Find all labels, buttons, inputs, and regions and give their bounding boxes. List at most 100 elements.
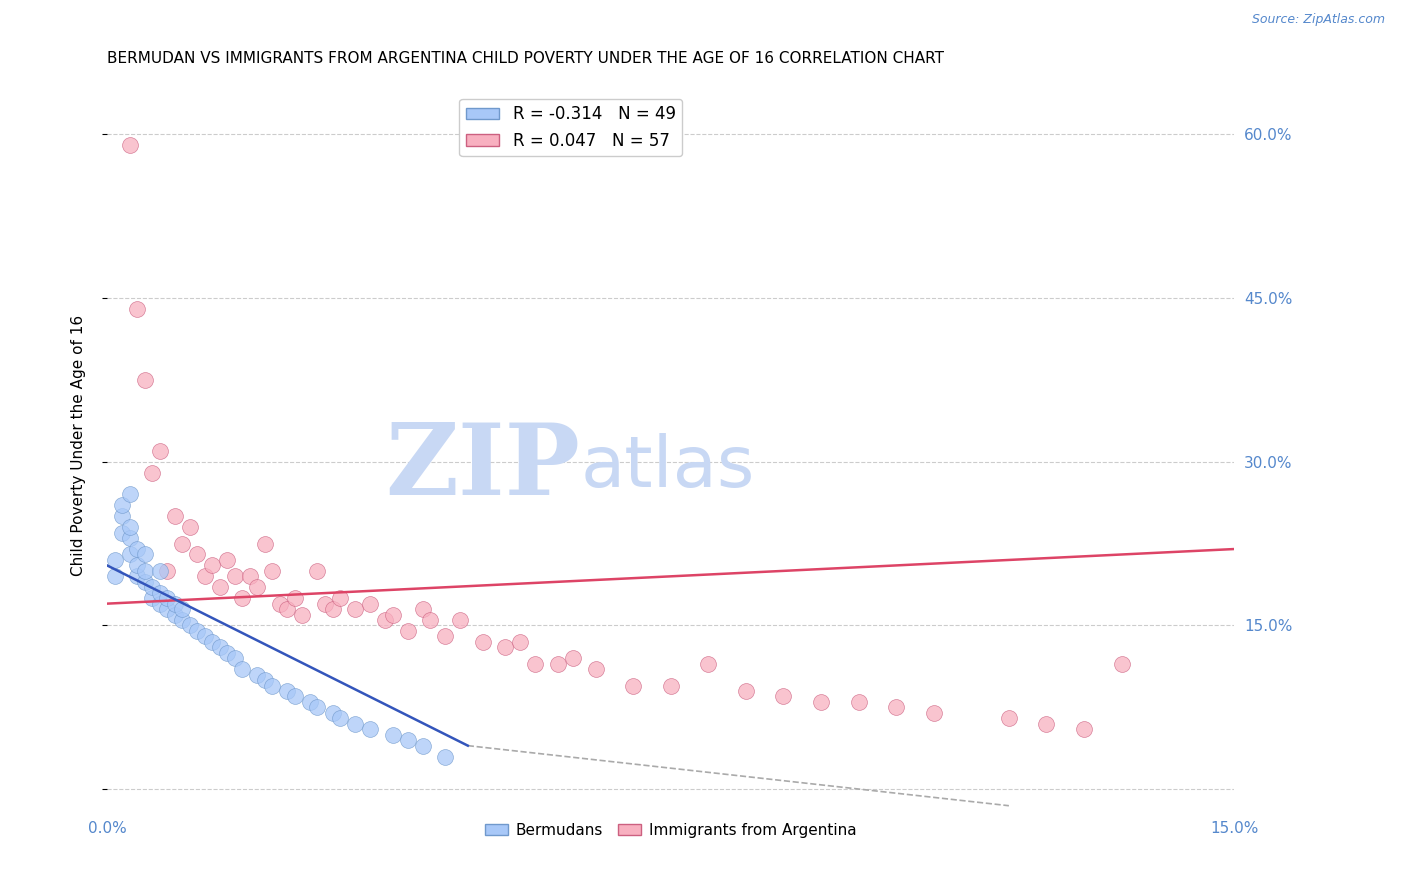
Point — [246, 667, 269, 681]
Point — [156, 564, 179, 578]
Point — [111, 499, 134, 513]
Point — [374, 613, 396, 627]
Point — [208, 640, 231, 655]
Point — [419, 613, 441, 627]
Point — [194, 629, 217, 643]
Text: ZIP: ZIP — [385, 418, 581, 516]
Point — [134, 548, 156, 562]
Point — [412, 602, 434, 616]
Point — [396, 733, 419, 747]
Point — [172, 602, 194, 616]
Point — [149, 597, 172, 611]
Point — [186, 548, 208, 562]
Point — [734, 684, 756, 698]
Point — [163, 509, 186, 524]
Point — [314, 597, 336, 611]
Point — [262, 679, 284, 693]
Point — [217, 646, 239, 660]
Point — [1035, 716, 1057, 731]
Point — [111, 525, 134, 540]
Point — [381, 728, 404, 742]
Point — [276, 602, 298, 616]
Point — [381, 607, 404, 622]
Point — [848, 695, 870, 709]
Point — [224, 651, 246, 665]
Point — [156, 591, 179, 606]
Point — [284, 690, 307, 704]
Point — [194, 569, 217, 583]
Text: BERMUDAN VS IMMIGRANTS FROM ARGENTINA CHILD POVERTY UNDER THE AGE OF 16 CORRELAT: BERMUDAN VS IMMIGRANTS FROM ARGENTINA CH… — [107, 51, 943, 66]
Text: Source: ZipAtlas.com: Source: ZipAtlas.com — [1251, 13, 1385, 27]
Point — [396, 624, 419, 638]
Point — [179, 520, 201, 534]
Point — [547, 657, 569, 671]
Point — [149, 585, 172, 599]
Point — [118, 548, 141, 562]
Point — [163, 597, 186, 611]
Point — [344, 716, 367, 731]
Point — [208, 580, 231, 594]
Point — [322, 706, 344, 720]
Point — [103, 569, 125, 583]
Point — [156, 602, 179, 616]
Point — [307, 700, 329, 714]
Point — [134, 373, 156, 387]
Point — [231, 662, 253, 676]
Point — [186, 624, 208, 638]
Point — [276, 684, 298, 698]
Point — [471, 635, 494, 649]
Point — [127, 569, 149, 583]
Point — [810, 695, 832, 709]
Point — [172, 536, 194, 550]
Point — [524, 657, 547, 671]
Point — [201, 558, 224, 573]
Point — [322, 602, 344, 616]
Point — [141, 466, 163, 480]
Point — [329, 591, 352, 606]
Point — [217, 553, 239, 567]
Point — [585, 662, 607, 676]
Point — [149, 564, 172, 578]
Point — [201, 635, 224, 649]
Point — [172, 613, 194, 627]
Point — [111, 509, 134, 524]
Point — [134, 564, 156, 578]
Point — [494, 640, 516, 655]
Point — [307, 564, 329, 578]
Point — [262, 564, 284, 578]
Point — [344, 602, 367, 616]
Point — [509, 635, 531, 649]
Point — [621, 679, 644, 693]
Point — [434, 629, 457, 643]
Point — [298, 695, 321, 709]
Point — [884, 700, 907, 714]
Point — [253, 673, 276, 687]
Point — [118, 487, 141, 501]
Point — [224, 569, 246, 583]
Point — [179, 618, 201, 632]
Point — [1111, 657, 1133, 671]
Point — [127, 301, 149, 316]
Text: atlas: atlas — [581, 433, 755, 501]
Point — [239, 569, 262, 583]
Point — [1073, 723, 1095, 737]
Point — [562, 651, 585, 665]
Point — [149, 443, 172, 458]
Point — [284, 591, 307, 606]
Point — [118, 531, 141, 545]
Point — [412, 739, 434, 753]
Point — [103, 553, 125, 567]
Point — [118, 137, 141, 152]
Point — [291, 607, 314, 622]
Point — [998, 711, 1021, 725]
Point — [772, 690, 794, 704]
Point — [659, 679, 682, 693]
Point — [434, 749, 457, 764]
Point — [127, 542, 149, 557]
Point — [141, 591, 163, 606]
Point — [127, 558, 149, 573]
Point — [922, 706, 945, 720]
Point — [329, 711, 352, 725]
Point — [163, 607, 186, 622]
Y-axis label: Child Poverty Under the Age of 16: Child Poverty Under the Age of 16 — [72, 315, 86, 576]
